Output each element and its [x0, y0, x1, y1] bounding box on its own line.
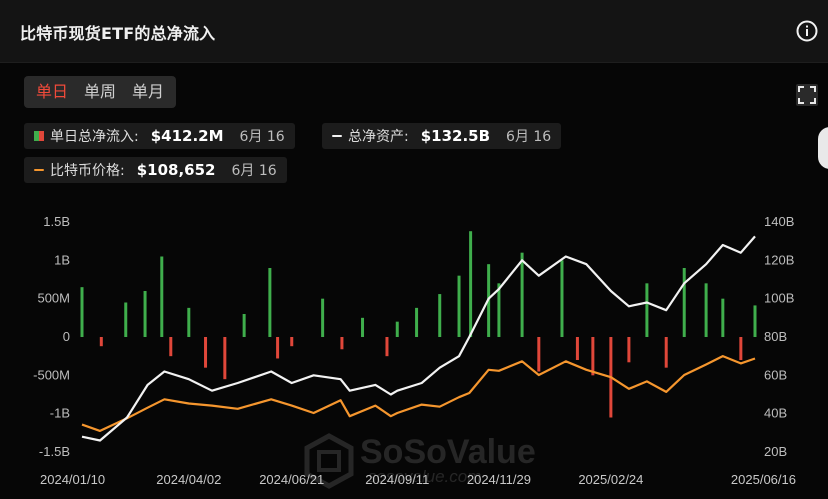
- stat-daily-inflow: 单日总净流入: $412.2M 6月 16: [24, 123, 295, 149]
- y-right-tick-label: 40B: [764, 406, 787, 421]
- inflow-bar: [385, 337, 389, 357]
- y-right-tick-label: 120B: [764, 252, 794, 267]
- y-right-tick-label: 100B: [764, 291, 794, 306]
- stat-btc-price: 比特币价格: $108,652 6月 16: [24, 157, 287, 183]
- y-left-tick-label: 0: [63, 329, 70, 344]
- inflow-bar: [438, 294, 442, 337]
- y-left-axis: 1.5B 1B 500M 0 -500M -1B -1.5B: [33, 214, 70, 459]
- stat-value: $132.5B: [420, 127, 491, 145]
- inflow-bar: [276, 337, 280, 359]
- inflow-bar: [340, 337, 344, 350]
- inflow-bar: [242, 314, 246, 337]
- inflow-legend-swatch: [34, 131, 44, 141]
- stat-value: $108,652: [136, 161, 216, 179]
- x-tick-label: 2024/01/10: [40, 472, 105, 487]
- x-tick-label: 2024/04/02: [156, 472, 221, 487]
- inflow-bar: [80, 287, 84, 337]
- inflow-bar: [415, 307, 419, 337]
- fullscreen-icon[interactable]: [796, 84, 818, 106]
- stat-net-assets: 总净资产: $132.5B 6月 16: [322, 123, 562, 149]
- y-right-tick-label: 60B: [764, 367, 787, 382]
- watermark-brand: SoSoValue: [360, 433, 536, 471]
- net-assets-legend-swatch: [332, 135, 342, 137]
- inflow-bar: [268, 268, 272, 337]
- inflow-bar: [682, 268, 686, 337]
- stat-value: $412.2M: [150, 127, 224, 145]
- stat-label: 单日总净流入:: [50, 129, 139, 145]
- inflow-bar: [560, 260, 564, 337]
- etf-flow-chart[interactable]: SoSoValue sosovalue.com 1.5B 1B 500M 0 -500M…: [0, 200, 828, 499]
- tab-daily[interactable]: 单日: [36, 82, 69, 101]
- y-left-tick-label: -1.5B: [39, 444, 70, 459]
- y-left-tick-label: -500M: [33, 367, 70, 382]
- x-axis: 2024/01/10 2024/04/02 2024/06/21 2024/09/11…: [40, 472, 796, 487]
- y-left-tick-label: -1B: [50, 406, 70, 421]
- inflow-bar: [160, 256, 164, 337]
- page-title: 比特币现货ETF的总净流入: [20, 24, 216, 43]
- y-right-tick-label: 140B: [764, 214, 794, 229]
- inflow-bar: [361, 317, 365, 337]
- stat-date: 6月 16: [239, 129, 285, 145]
- y-left-tick-label: 1B: [54, 252, 70, 267]
- watermark: SoSoValue sosovalue.com: [304, 433, 536, 489]
- series-lines: [81, 235, 756, 442]
- inflow-bar: [290, 337, 294, 347]
- tab-weekly[interactable]: 单周: [84, 82, 117, 101]
- inflow-bar: [645, 283, 649, 337]
- inflow-bar: [169, 337, 173, 357]
- btc-price-line: [81, 355, 756, 432]
- inflow-bar: [721, 298, 725, 337]
- x-tick-label: 2024/09/11: [365, 472, 429, 487]
- y-right-axis: 140B 120B 100B 80B 60B 40B 20B: [764, 214, 794, 459]
- inflow-bar: [321, 298, 325, 337]
- inflow-bar: [469, 231, 473, 337]
- stat-date: 6月 16: [506, 129, 552, 145]
- stat-label: 比特币价格:: [50, 163, 125, 179]
- card-header: 比特币现货ETF的总净流入: [0, 0, 828, 63]
- inflow-bar: [457, 275, 461, 337]
- inflow-bar: [591, 337, 595, 376]
- tab-monthly[interactable]: 单月: [132, 82, 165, 101]
- inflow-bar: [187, 307, 191, 337]
- inflow-bar: [664, 337, 668, 368]
- y-left-tick-label: 1.5B: [43, 214, 70, 229]
- btc-price-legend-swatch: [34, 169, 44, 171]
- x-tick-label: 2024/06/21: [259, 472, 324, 487]
- y-left-tick-label: 500M: [37, 291, 70, 306]
- stat-date: 6月 16: [231, 163, 277, 179]
- x-tick-label: 2024/11/29: [467, 472, 531, 487]
- inflow-bar: [395, 321, 399, 337]
- stat-label: 总净资产:: [348, 129, 409, 145]
- inflow-bar: [497, 283, 501, 337]
- x-tick-label: 2025/02/24: [578, 472, 643, 487]
- side-panel-handle[interactable]: [818, 127, 828, 169]
- net-assets-line: [81, 235, 756, 442]
- inflow-bar: [753, 305, 757, 337]
- watermark-site: sosovalue.com: [368, 467, 481, 486]
- inflow-bar: [520, 252, 524, 337]
- inflow-bar: [223, 337, 227, 380]
- inflow-bar: [704, 283, 708, 337]
- inflow-bar: [204, 337, 208, 368]
- period-tabs: 单日 单周 单月: [24, 76, 177, 108]
- inflow-bars: [80, 231, 757, 418]
- sosovalue-logo-icon: [304, 433, 354, 489]
- inflow-bar: [124, 302, 128, 337]
- inflow-bar: [143, 291, 147, 337]
- inflow-bar: [537, 337, 541, 372]
- inflow-bar: [627, 337, 631, 363]
- inflow-bar: [739, 337, 743, 360]
- y-right-tick-label: 80B: [764, 329, 787, 344]
- y-right-tick-label: 20B: [764, 444, 787, 459]
- info-icon[interactable]: [796, 20, 818, 42]
- inflow-bar: [575, 337, 579, 360]
- x-tick-label: 2025/06/16: [731, 472, 796, 487]
- inflow-bar: [99, 337, 103, 347]
